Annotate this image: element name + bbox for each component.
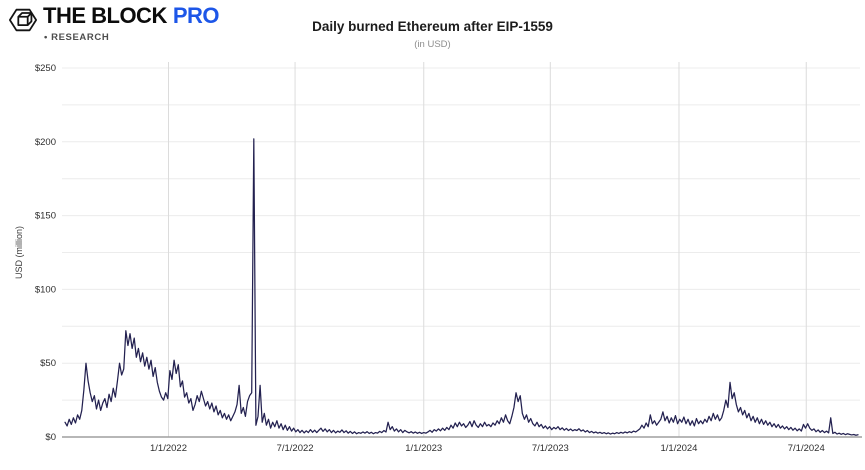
y-tick-label: $200 [35, 137, 56, 148]
x-tick-label: 1/1/2024 [660, 443, 697, 454]
y-tick-label: $150 [35, 211, 56, 222]
x-tick-label: 1/1/2022 [150, 443, 187, 454]
y-tick-label: $100 [35, 284, 56, 295]
x-tick-label: 1/1/2023 [405, 443, 442, 454]
brand-wordmark-text: THE BLOCK [43, 3, 167, 28]
brand-research-label: • RESEARCH [44, 32, 110, 43]
burned-eth-line [64, 138, 859, 436]
x-tick-label: 7/1/2023 [532, 443, 569, 454]
y-tick-label: $250 [35, 63, 56, 74]
x-tick-label: 7/1/2024 [788, 443, 825, 454]
y-tick-label: $0 [45, 432, 56, 443]
the-block-cube-icon [8, 5, 38, 35]
y-tick-label: $50 [40, 358, 56, 369]
brand-logo: THE BLOCK PRO • RESEARCH [8, 3, 220, 43]
brand-pro-label: PRO [172, 3, 220, 28]
brand-wordmark: THE BLOCK PRO [43, 3, 220, 28]
x-tick-label: 7/1/2022 [277, 443, 314, 454]
y-axis-title: USD (million) [14, 226, 24, 279]
